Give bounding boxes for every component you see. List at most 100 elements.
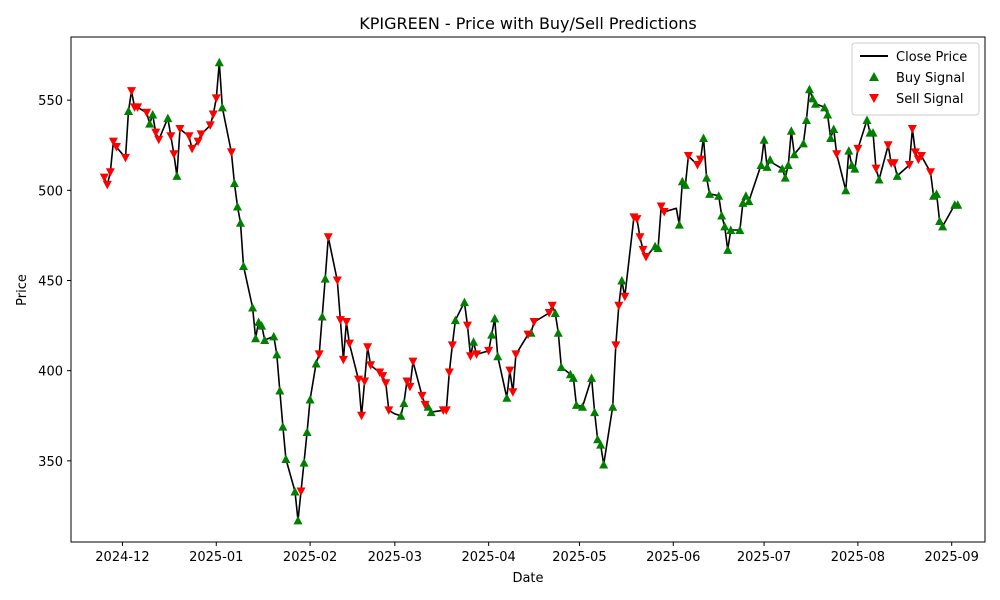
buy-signal-marker bbox=[735, 225, 745, 234]
buy-signal-marker bbox=[807, 93, 817, 103]
sell-signal-marker bbox=[133, 103, 143, 112]
sell-signal-marker bbox=[296, 487, 306, 496]
buy-signal-marker bbox=[804, 84, 814, 94]
buy-signal-marker bbox=[862, 115, 872, 124]
sell-signal-marker bbox=[853, 144, 863, 154]
buy-signal-marker bbox=[317, 312, 327, 321]
buy-signal-marker bbox=[587, 373, 597, 382]
sell-signal-marker bbox=[111, 143, 121, 152]
sell-signal-marker bbox=[614, 301, 624, 311]
sell-signal-marker bbox=[184, 132, 194, 141]
buy-signal-marker bbox=[717, 211, 727, 220]
sell-signal-marker bbox=[692, 161, 702, 170]
x-tick-label: 2024-12 bbox=[95, 550, 149, 565]
buy-signal-marker bbox=[278, 422, 288, 431]
sell-signal-marker bbox=[659, 207, 669, 217]
buy-signal-marker bbox=[820, 102, 830, 112]
sell-signal-marker bbox=[889, 159, 899, 168]
buy-signal-marker bbox=[823, 110, 833, 119]
legend: Close Price Buy Signal Sell Signal bbox=[851, 42, 980, 116]
sell-signal-marker bbox=[175, 124, 185, 134]
sell-signal-marker bbox=[444, 368, 454, 377]
legend-label-close: Close Price bbox=[896, 50, 967, 65]
sell-signal-marker bbox=[196, 130, 206, 139]
buy-signal-marker bbox=[932, 189, 942, 198]
sell-signal-marker bbox=[656, 202, 666, 212]
buy-signal-marker bbox=[311, 358, 321, 368]
sell-signal-marker bbox=[916, 152, 926, 161]
sell-signal-marker bbox=[120, 153, 130, 163]
buy-signal-marker bbox=[305, 395, 315, 404]
buy-signal-marker bbox=[777, 164, 787, 173]
sell-signal-marker bbox=[620, 292, 630, 302]
buy-signal-marker bbox=[487, 330, 497, 339]
buy-signal-marker bbox=[577, 402, 587, 411]
buy-signal-marker bbox=[702, 173, 712, 182]
buy-signal-marker bbox=[938, 221, 948, 231]
buy-signal-marker bbox=[302, 427, 312, 436]
sell-signal-marker bbox=[447, 341, 457, 350]
buy-signal-marker bbox=[257, 321, 267, 330]
sell-signal-marker bbox=[378, 372, 388, 381]
sell-signal-marker bbox=[907, 124, 917, 134]
buy-signal-marker bbox=[596, 440, 606, 449]
buy-signal-marker bbox=[868, 128, 878, 137]
buy-signal-marker bbox=[251, 333, 261, 343]
buy-signal-marker bbox=[850, 164, 860, 173]
sell-signal-marker bbox=[105, 168, 115, 177]
buy-signal-marker bbox=[145, 119, 155, 128]
sell-signal-marker bbox=[420, 400, 430, 410]
buy-signal-marker bbox=[811, 99, 821, 108]
x-tick-label: 2025-06 bbox=[646, 550, 700, 565]
sell-signal-marker bbox=[363, 343, 373, 352]
buy-signal-marker bbox=[502, 393, 512, 402]
buy-signal-marker bbox=[553, 328, 563, 337]
buy-signal-marker bbox=[172, 171, 182, 180]
buy-signal-marker bbox=[275, 386, 285, 395]
sell-signal-marker bbox=[544, 308, 554, 318]
buy-signal-marker bbox=[829, 124, 839, 133]
buy-signal-marker bbox=[759, 135, 769, 144]
sell-signal-marker bbox=[332, 276, 342, 285]
x-axis: 2024-12 2025-01 2025-02 2025-03 2025-04 2025-… bbox=[95, 542, 979, 565]
sell-signal-marker bbox=[314, 350, 324, 359]
buy-signal-marker bbox=[674, 220, 684, 229]
buy-signal-marker bbox=[741, 191, 751, 200]
buy-signal-marker bbox=[299, 458, 309, 467]
buy-signal-marker bbox=[844, 146, 854, 155]
sell-signal-marker bbox=[462, 321, 472, 331]
x-tick-label: 2025-03 bbox=[368, 550, 422, 565]
y-tick-label: 450 bbox=[38, 274, 63, 289]
sell-signal-marker bbox=[323, 233, 333, 242]
buy-signal-marker bbox=[935, 216, 945, 225]
plot-background bbox=[71, 37, 985, 542]
buy-signal-marker bbox=[798, 138, 808, 148]
buy-signal-marker bbox=[756, 160, 766, 170]
plot-area bbox=[70, 36, 986, 543]
plot-frame bbox=[70, 36, 986, 543]
sell-signal-marker bbox=[832, 150, 842, 159]
sell-signal-marker bbox=[366, 361, 376, 370]
sell-signal-marker bbox=[611, 341, 621, 350]
sell-signal-marker bbox=[338, 355, 348, 365]
buy-signal-marker bbox=[269, 331, 279, 341]
buy-signal-marker bbox=[124, 106, 134, 115]
buy-signal-marker bbox=[723, 245, 733, 254]
sell-signal-marker bbox=[166, 132, 176, 141]
sell-signal-marker bbox=[465, 352, 475, 361]
buy-signal-marker bbox=[148, 110, 158, 119]
buy-signal-marker bbox=[617, 275, 627, 285]
buy-signal-marker bbox=[608, 402, 618, 411]
buy-signal-marker bbox=[239, 261, 249, 271]
buy-signal-marker bbox=[874, 174, 884, 184]
x-tick-label: 2025-09 bbox=[925, 550, 979, 565]
sell-signal-marker bbox=[402, 377, 412, 386]
buy-signal-marker bbox=[699, 133, 709, 142]
sell-signal-marker bbox=[441, 406, 451, 415]
buy-signal-marker bbox=[590, 407, 600, 417]
sell-signal-marker bbox=[341, 317, 351, 327]
y-axis: 350 400 450 500 550 bbox=[38, 94, 71, 470]
buy-signal-marker bbox=[459, 297, 469, 307]
buy-signal-marker bbox=[556, 362, 566, 372]
